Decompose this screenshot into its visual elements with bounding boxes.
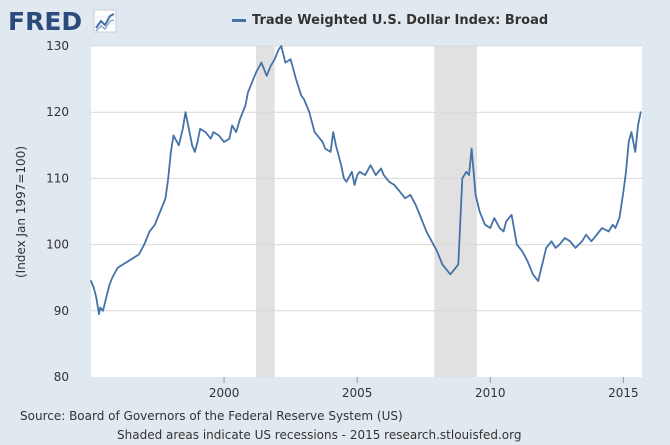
y-axis-ticks: 80 90 100 110 120 130: [46, 39, 69, 384]
footer-source: Source: Board of Governors of the Federa…: [20, 409, 403, 423]
legend-label: Trade Weighted U.S. Dollar Index: Broad: [252, 12, 549, 28]
x-tick-label: 2010: [475, 386, 506, 400]
y-tick-label: 110: [46, 171, 69, 185]
footer-note: Shaded areas indicate US recessions - 20…: [117, 428, 522, 442]
y-tick-label: 130: [46, 39, 69, 53]
x-axis-ticks: 2000 2005 2010 2015: [209, 377, 639, 400]
fred-logo[interactable]: FRED: [6, 6, 118, 36]
fred-line-graph-icon: [93, 9, 117, 33]
x-tick-label: 2015: [608, 386, 639, 400]
recession-band: [434, 46, 477, 377]
y-tick-label: 100: [46, 238, 69, 252]
grid-lines: [91, 45, 642, 312]
y-tick-label: 90: [54, 304, 69, 318]
legend-swatch: [232, 18, 246, 22]
y-tick-label: 120: [46, 105, 69, 119]
recession-shading: [256, 46, 477, 377]
fred-logo-text: FRED: [8, 7, 82, 36]
plot-background: [91, 46, 642, 377]
x-tick-label: 2005: [342, 386, 373, 400]
chart-legend: Trade Weighted U.S. Dollar Index: Broad: [232, 10, 548, 30]
y-tick-label: 80: [54, 370, 69, 384]
x-tick-label: 2000: [209, 386, 240, 400]
series-line: [90, 45, 642, 316]
series-layer: [90, 45, 642, 316]
y-axis-label: (Index Jan 1997=100): [14, 145, 28, 279]
recession-band: [256, 46, 275, 377]
